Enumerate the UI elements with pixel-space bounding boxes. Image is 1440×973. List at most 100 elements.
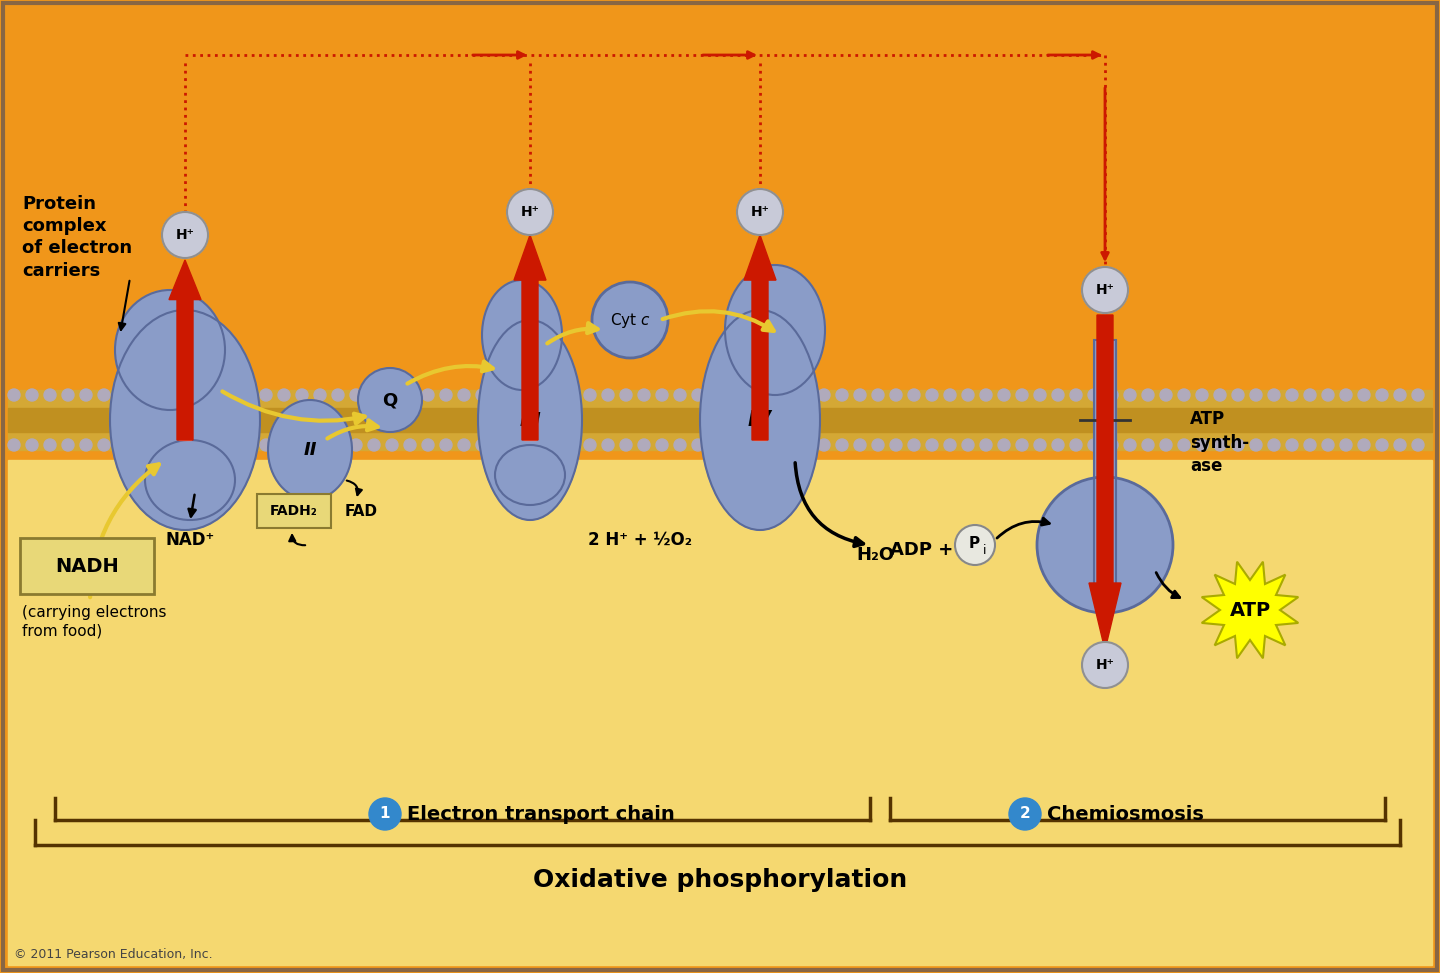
Circle shape <box>1358 439 1369 451</box>
Text: 1: 1 <box>380 807 390 821</box>
Circle shape <box>261 389 272 401</box>
Circle shape <box>955 525 995 565</box>
Circle shape <box>746 389 757 401</box>
Circle shape <box>945 389 956 401</box>
Text: Cyt $c$: Cyt $c$ <box>609 310 651 330</box>
Circle shape <box>225 389 236 401</box>
Circle shape <box>926 439 937 451</box>
Circle shape <box>837 389 848 401</box>
Circle shape <box>729 389 740 401</box>
Circle shape <box>782 389 793 401</box>
Circle shape <box>765 439 776 451</box>
Circle shape <box>189 439 200 451</box>
Text: Q: Q <box>383 391 397 409</box>
Circle shape <box>981 389 992 401</box>
Circle shape <box>1322 439 1333 451</box>
Circle shape <box>1070 439 1081 451</box>
Ellipse shape <box>478 320 582 520</box>
Circle shape <box>477 389 488 401</box>
Circle shape <box>530 389 541 401</box>
FancyArrow shape <box>180 314 190 440</box>
Circle shape <box>458 389 469 401</box>
Circle shape <box>261 439 272 451</box>
Circle shape <box>405 439 416 451</box>
Circle shape <box>1394 389 1405 401</box>
Circle shape <box>405 389 416 401</box>
Circle shape <box>153 439 164 451</box>
FancyArrow shape <box>744 235 776 440</box>
Circle shape <box>1413 389 1424 401</box>
Circle shape <box>801 439 812 451</box>
Circle shape <box>350 389 361 401</box>
Text: FAD: FAD <box>346 503 377 519</box>
Circle shape <box>1214 439 1225 451</box>
Circle shape <box>1322 389 1333 401</box>
Circle shape <box>1341 439 1352 451</box>
Circle shape <box>585 389 596 401</box>
Circle shape <box>998 389 1009 401</box>
Circle shape <box>45 389 56 401</box>
Circle shape <box>1034 389 1045 401</box>
Circle shape <box>621 439 632 451</box>
Circle shape <box>909 439 920 451</box>
Bar <box>1094 340 1116 600</box>
Circle shape <box>782 439 793 451</box>
Circle shape <box>1037 477 1174 613</box>
Circle shape <box>117 439 128 451</box>
Circle shape <box>297 389 308 401</box>
Text: P: P <box>969 536 979 552</box>
Circle shape <box>386 389 397 401</box>
Circle shape <box>1286 439 1297 451</box>
Circle shape <box>710 389 721 401</box>
Circle shape <box>1053 439 1064 451</box>
Circle shape <box>1017 439 1028 451</box>
FancyBboxPatch shape <box>20 538 154 594</box>
Circle shape <box>45 439 56 451</box>
Circle shape <box>386 439 397 451</box>
Circle shape <box>1106 439 1117 451</box>
Circle shape <box>1034 439 1045 451</box>
Circle shape <box>1081 642 1128 688</box>
Circle shape <box>729 439 740 451</box>
Text: i: i <box>984 544 986 557</box>
Circle shape <box>818 389 829 401</box>
Circle shape <box>333 389 344 401</box>
Circle shape <box>1161 389 1172 401</box>
Circle shape <box>873 439 884 451</box>
Circle shape <box>674 439 685 451</box>
Circle shape <box>359 368 422 432</box>
Circle shape <box>98 389 109 401</box>
Text: H⁺: H⁺ <box>521 205 540 219</box>
Circle shape <box>890 389 901 401</box>
Circle shape <box>1358 389 1369 401</box>
Circle shape <box>1377 439 1388 451</box>
Circle shape <box>693 389 704 401</box>
FancyArrow shape <box>514 235 546 440</box>
Circle shape <box>369 389 380 401</box>
FancyArrow shape <box>168 260 202 440</box>
Circle shape <box>1250 439 1261 451</box>
Circle shape <box>549 389 560 401</box>
Circle shape <box>1269 439 1280 451</box>
Circle shape <box>1197 389 1208 401</box>
Circle shape <box>818 439 829 451</box>
Circle shape <box>477 439 488 451</box>
Circle shape <box>638 389 649 401</box>
FancyBboxPatch shape <box>256 494 331 528</box>
Polygon shape <box>1202 561 1299 659</box>
Circle shape <box>513 439 524 451</box>
Circle shape <box>1106 389 1117 401</box>
Text: H⁺: H⁺ <box>1096 283 1115 297</box>
Circle shape <box>981 439 992 451</box>
Ellipse shape <box>495 445 564 505</box>
Circle shape <box>710 439 721 451</box>
Circle shape <box>494 389 505 401</box>
Circle shape <box>1250 389 1261 401</box>
Circle shape <box>638 439 649 451</box>
Circle shape <box>962 389 973 401</box>
Ellipse shape <box>145 440 235 520</box>
Circle shape <box>873 389 884 401</box>
Circle shape <box>1233 389 1244 401</box>
Circle shape <box>854 389 865 401</box>
Text: 2 H⁺ + ½O₂: 2 H⁺ + ½O₂ <box>588 531 693 549</box>
